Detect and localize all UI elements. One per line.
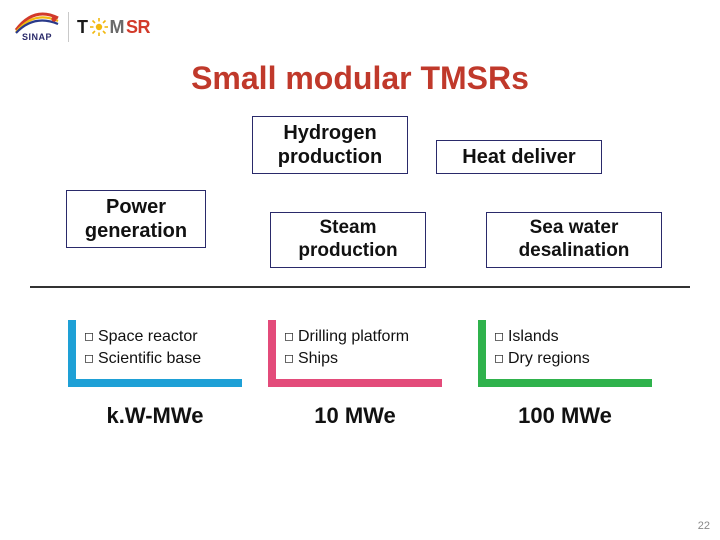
column-pink: ◻Drilling platform ◻Ships 10 MWe — [268, 320, 442, 429]
category-steam-production: Steam production — [270, 212, 426, 268]
divider-rule — [30, 286, 690, 288]
column-green: ◻Islands ◻Dry regions 100 MWe — [478, 320, 652, 429]
list-item: ◻Drilling platform — [284, 326, 436, 348]
sinap-logo: SINAP — [14, 12, 60, 42]
power-rating: 100 MWe — [478, 403, 652, 429]
bullet-icon: ◻ — [284, 348, 294, 368]
item-text: Space reactor — [98, 326, 198, 348]
logo-divider — [68, 12, 69, 42]
sun-icon — [90, 18, 108, 36]
category-hydrogen-production: Hydrogen production — [252, 116, 408, 174]
item-text: Drilling platform — [298, 326, 409, 348]
item-text: Dry regions — [508, 348, 590, 370]
category-sea-water-desalination: Sea water desalination — [486, 212, 662, 268]
bullet-icon: ◻ — [84, 348, 94, 368]
list-item: ◻Space reactor — [84, 326, 236, 348]
list-item: ◻Scientific base — [84, 348, 236, 370]
logo-block: SINAP T — [14, 12, 150, 42]
category-heat-deliver: Heat deliver — [436, 140, 602, 174]
tmsr-m: M — [110, 17, 125, 38]
list-item: ◻Ships — [284, 348, 436, 370]
column-items: ◻Drilling platform ◻Ships — [268, 320, 442, 387]
list-item: ◻Islands — [494, 326, 646, 348]
category-label: Power generation — [85, 196, 187, 242]
category-label: Steam production — [298, 217, 397, 261]
page-number: 22 — [698, 520, 710, 532]
power-rating: 10 MWe — [268, 403, 442, 429]
column-items: ◻Islands ◻Dry regions — [478, 320, 652, 387]
bullet-icon: ◻ — [84, 326, 94, 346]
tmsr-logo: T M SR — [77, 17, 150, 38]
sinap-swoosh-icon — [14, 12, 60, 34]
category-label: Sea water desalination — [519, 217, 630, 261]
tmsr-t: T — [77, 17, 88, 38]
item-text: Scientific base — [98, 348, 201, 370]
power-rating: k.W-MWe — [68, 403, 242, 429]
page-title: Small modular TMSRs — [0, 60, 720, 97]
bullet-icon: ◻ — [494, 348, 504, 368]
category-label: Hydrogen production — [278, 122, 382, 168]
item-text: Ships — [298, 348, 338, 370]
category-power-generation: Power generation — [66, 190, 206, 248]
column-items: ◻Space reactor ◻Scientific base — [68, 320, 242, 387]
column-blue: ◻Space reactor ◻Scientific base k.W-MWe — [68, 320, 242, 429]
tmsr-sr: SR — [126, 17, 150, 38]
category-label: Heat deliver — [462, 146, 575, 168]
list-item: ◻Dry regions — [494, 348, 646, 370]
item-text: Islands — [508, 326, 559, 348]
bullet-icon: ◻ — [284, 326, 294, 346]
bullet-icon: ◻ — [494, 326, 504, 346]
